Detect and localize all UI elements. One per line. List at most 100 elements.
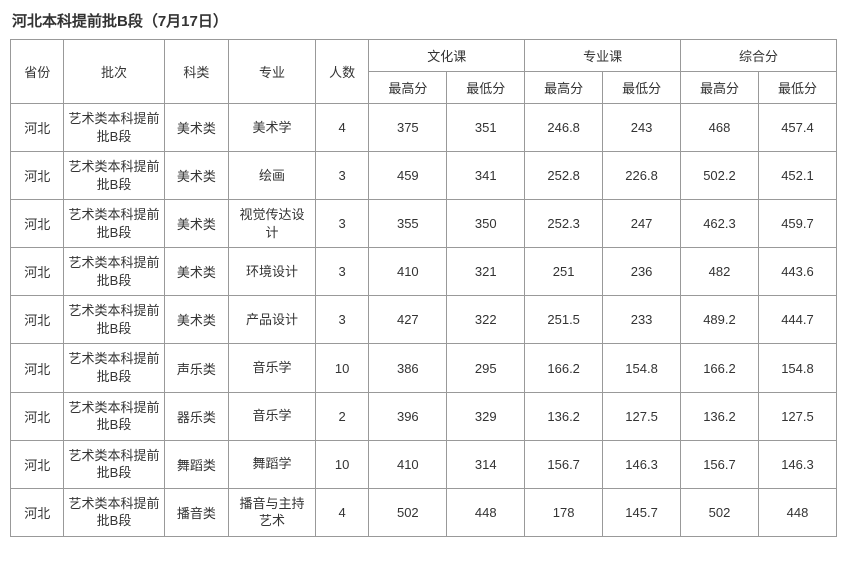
cell-comp-max: 489.2	[681, 296, 759, 344]
cell-batch: 艺术类本科提前批B段	[64, 200, 164, 248]
cell-batch: 艺术类本科提前批B段	[64, 392, 164, 440]
header-comp-min: 最低分	[758, 72, 836, 104]
cell-count: 3	[315, 200, 368, 248]
cell-category: 舞蹈类	[164, 440, 229, 488]
cell-prof-max: 246.8	[525, 104, 603, 152]
table-body: 河北艺术类本科提前批B段美术类美术学4375351246.8243468457.…	[11, 104, 837, 537]
cell-major: 音乐学	[229, 392, 316, 440]
cell-province: 河北	[11, 392, 64, 440]
cell-prof-min: 233	[603, 296, 681, 344]
cell-comp-max: 156.7	[681, 440, 759, 488]
cell-category: 声乐类	[164, 344, 229, 392]
cell-prof-min: 243	[603, 104, 681, 152]
cell-prof-max: 178	[525, 488, 603, 536]
cell-batch: 艺术类本科提前批B段	[64, 488, 164, 536]
table-row: 河北艺术类本科提前批B段播音类播音与主持艺术4502448178145.7502…	[11, 488, 837, 536]
cell-prof-min: 146.3	[603, 440, 681, 488]
cell-batch: 艺术类本科提前批B段	[64, 440, 164, 488]
cell-culture-max: 502	[369, 488, 447, 536]
table-row: 河北艺术类本科提前批B段美术类视觉传达设计3355350252.3247462.…	[11, 200, 837, 248]
header-batch: 批次	[64, 40, 164, 104]
cell-category: 美术类	[164, 104, 229, 152]
cell-prof-max: 251	[525, 248, 603, 296]
cell-prof-max: 166.2	[525, 344, 603, 392]
cell-batch: 艺术类本科提前批B段	[64, 296, 164, 344]
header-prof-min: 最低分	[603, 72, 681, 104]
cell-province: 河北	[11, 296, 64, 344]
cell-major: 美术学	[229, 104, 316, 152]
cell-culture-max: 427	[369, 296, 447, 344]
cell-prof-min: 226.8	[603, 152, 681, 200]
cell-prof-min: 127.5	[603, 392, 681, 440]
cell-batch: 艺术类本科提前批B段	[64, 344, 164, 392]
cell-culture-min: 295	[447, 344, 525, 392]
cell-count: 4	[315, 488, 368, 536]
cell-comp-min: 154.8	[758, 344, 836, 392]
cell-prof-min: 154.8	[603, 344, 681, 392]
cell-culture-min: 350	[447, 200, 525, 248]
cell-count: 2	[315, 392, 368, 440]
cell-count: 4	[315, 104, 368, 152]
cell-batch: 艺术类本科提前批B段	[64, 104, 164, 152]
header-culture-max: 最高分	[369, 72, 447, 104]
header-culture-min: 最低分	[447, 72, 525, 104]
cell-comp-min: 444.7	[758, 296, 836, 344]
cell-comp-min: 443.6	[758, 248, 836, 296]
cell-culture-min: 341	[447, 152, 525, 200]
cell-comp-min: 448	[758, 488, 836, 536]
cell-prof-max: 252.8	[525, 152, 603, 200]
cell-comp-min: 457.4	[758, 104, 836, 152]
header-major: 专业	[229, 40, 316, 104]
cell-comp-min: 452.1	[758, 152, 836, 200]
cell-culture-max: 459	[369, 152, 447, 200]
cell-culture-min: 314	[447, 440, 525, 488]
cell-comp-max: 502.2	[681, 152, 759, 200]
cell-prof-max: 251.5	[525, 296, 603, 344]
header-province: 省份	[11, 40, 64, 104]
cell-province: 河北	[11, 152, 64, 200]
cell-major: 产品设计	[229, 296, 316, 344]
cell-major: 环境设计	[229, 248, 316, 296]
cell-province: 河北	[11, 488, 64, 536]
cell-comp-max: 502	[681, 488, 759, 536]
cell-prof-min: 236	[603, 248, 681, 296]
cell-category: 美术类	[164, 248, 229, 296]
cell-comp-max: 136.2	[681, 392, 759, 440]
cell-category: 器乐类	[164, 392, 229, 440]
cell-comp-min: 127.5	[758, 392, 836, 440]
cell-province: 河北	[11, 440, 64, 488]
cell-batch: 艺术类本科提前批B段	[64, 152, 164, 200]
cell-comp-min: 459.7	[758, 200, 836, 248]
cell-prof-max: 252.3	[525, 200, 603, 248]
cell-province: 河北	[11, 344, 64, 392]
cell-comp-max: 166.2	[681, 344, 759, 392]
cell-category: 美术类	[164, 200, 229, 248]
cell-prof-min: 145.7	[603, 488, 681, 536]
cell-comp-max: 482	[681, 248, 759, 296]
cell-culture-max: 375	[369, 104, 447, 152]
table-header-row-1: 省份 批次 科类 专业 人数 文化课 专业课 综合分	[11, 40, 837, 72]
cell-culture-max: 410	[369, 440, 447, 488]
cell-major: 播音与主持艺术	[229, 488, 316, 536]
cell-prof-max: 136.2	[525, 392, 603, 440]
table-row: 河北艺术类本科提前批B段美术类产品设计3427322251.5233489.24…	[11, 296, 837, 344]
cell-major: 舞蹈学	[229, 440, 316, 488]
header-prof-max: 最高分	[525, 72, 603, 104]
cell-count: 10	[315, 440, 368, 488]
cell-comp-min: 146.3	[758, 440, 836, 488]
cell-culture-min: 322	[447, 296, 525, 344]
cell-culture-max: 410	[369, 248, 447, 296]
table-row: 河北艺术类本科提前批B段美术类美术学4375351246.8243468457.…	[11, 104, 837, 152]
cell-comp-max: 462.3	[681, 200, 759, 248]
cell-prof-max: 156.7	[525, 440, 603, 488]
cell-culture-min: 321	[447, 248, 525, 296]
table-row: 河北艺术类本科提前批B段声乐类音乐学10386295166.2154.8166.…	[11, 344, 837, 392]
cell-culture-max: 355	[369, 200, 447, 248]
table-row: 河北艺术类本科提前批B段器乐类音乐学2396329136.2127.5136.2…	[11, 392, 837, 440]
cell-major: 视觉传达设计	[229, 200, 316, 248]
cell-culture-max: 396	[369, 392, 447, 440]
header-culture: 文化课	[369, 40, 525, 72]
cell-category: 播音类	[164, 488, 229, 536]
table-row: 河北艺术类本科提前批B段舞蹈类舞蹈学10410314156.7146.3156.…	[11, 440, 837, 488]
cell-province: 河北	[11, 200, 64, 248]
